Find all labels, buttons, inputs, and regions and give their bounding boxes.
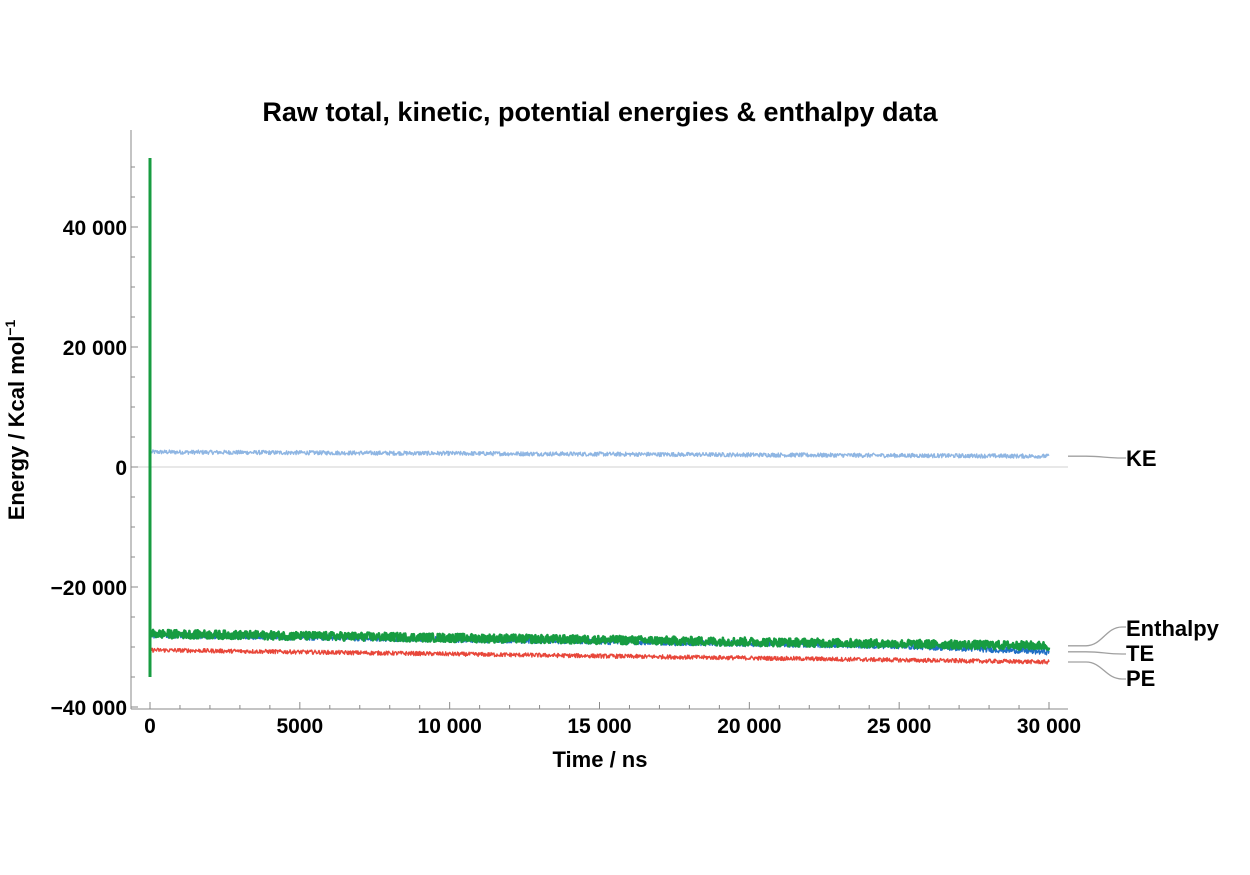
x-tick-label: 10 000 [418,715,482,738]
callout-line-te [1068,651,1126,655]
y-tick-label: 20 000 [63,337,127,360]
callout-line-pe [1068,661,1126,680]
y-tick-label: 0 [115,457,127,480]
chart-title: Raw total, kinetic, potential energies &… [262,97,938,127]
series-layer [148,158,1051,677]
y-axis-label-main: Energy / Kcal mol [4,336,29,521]
x-tick-label: 20 000 [717,715,781,738]
series-line-ke [150,449,1050,459]
series-label-enthalpy: Enthalpy [1126,616,1220,641]
x-tick-label: 5000 [276,715,323,738]
x-tick-label: 30 000 [1017,715,1081,738]
axes: −40 000 −20 000 0 20 000 40 000 0 5000 10 000 15… [51,130,1081,738]
x-tick-label: 25 000 [867,715,931,738]
series-line-pe [150,647,1050,665]
series-label-te: TE [1126,641,1154,666]
y-tick-label: −40 000 [51,697,128,720]
callout-line-ke [1068,455,1126,459]
x-tick-label: 15 000 [567,715,631,738]
series-label-ke: KE [1126,446,1157,471]
series-label-pe: PE [1126,666,1155,691]
x-tick-label: 0 [144,715,156,738]
x-axis-label: Time / ns [553,747,648,772]
y-tick-label: 40 000 [63,217,127,240]
y-axis-label: Energy / Kcal mol−1 [2,319,29,520]
callout-line-enthalpy [1068,626,1126,647]
series-line-enthalpy [150,628,1051,651]
y-axis-label-superscript: −1 [2,319,18,335]
y-tick-label: −20 000 [51,577,128,600]
